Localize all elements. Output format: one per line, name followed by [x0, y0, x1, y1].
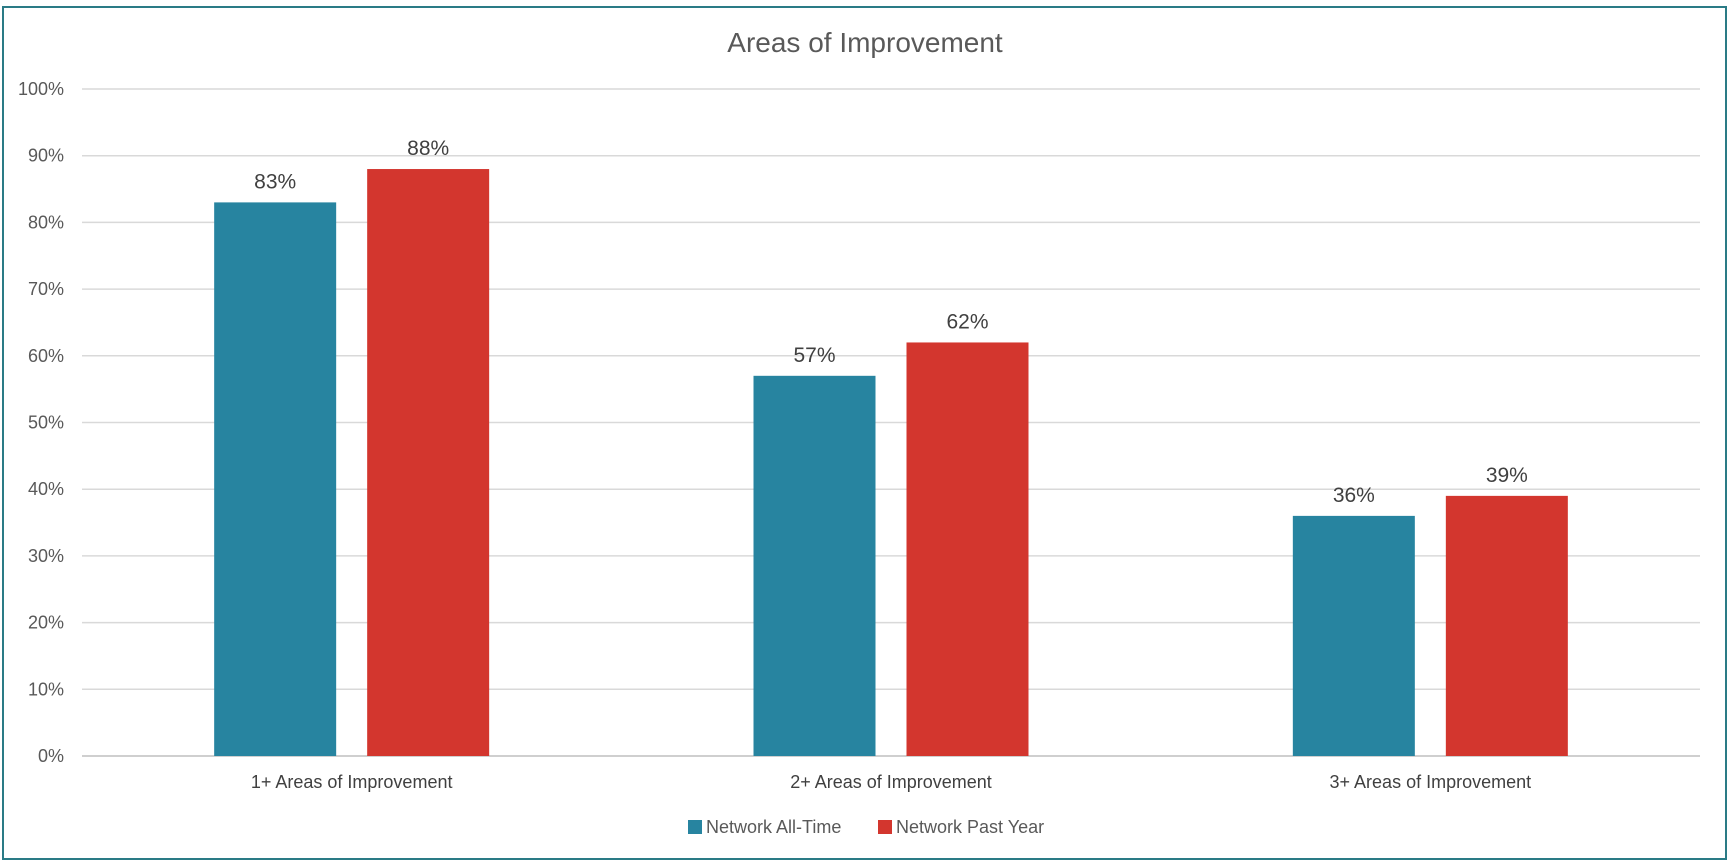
y-tick-label: 10%: [28, 679, 64, 699]
chart-title: Areas of Improvement: [727, 27, 1003, 58]
y-tick-label: 20%: [28, 613, 64, 633]
x-category-label: 2+ Areas of Improvement: [790, 772, 992, 792]
bar-network-past-year: [1445, 495, 1568, 756]
legend-label: Network Past Year: [896, 817, 1044, 837]
data-labels: 83% 88% 57% 62% 36% 39%: [254, 137, 1528, 507]
gridlines: [82, 88, 1700, 757]
y-axis-ticks: 0% 10% 20% 30% 40% 50% 60% 70% 80% 90% 100%: [18, 79, 64, 766]
legend-label: Network All-Time: [706, 817, 841, 837]
y-tick-label: 90%: [28, 146, 64, 166]
bar-network-all-time: [1292, 515, 1415, 756]
bar-network-past-year: [906, 342, 1029, 756]
x-category-label: 3+ Areas of Improvement: [1330, 772, 1532, 792]
bar-network-past-year: [367, 169, 490, 757]
y-tick-label: 30%: [28, 546, 64, 566]
x-category-label: 1+ Areas of Improvement: [251, 772, 453, 792]
data-label: 83%: [254, 170, 296, 193]
bars: [214, 169, 1568, 757]
y-tick-label: 70%: [28, 279, 64, 299]
data-label: 36%: [1333, 484, 1375, 507]
y-tick-label: 60%: [28, 346, 64, 366]
y-tick-label: 40%: [28, 479, 64, 499]
y-tick-label: 80%: [28, 212, 64, 232]
y-tick-label: 50%: [28, 413, 64, 433]
y-tick-label: 0%: [38, 746, 64, 766]
data-label: 88%: [407, 137, 449, 160]
x-axis-categories: 1+ Areas of Improvement 2+ Areas of Impro…: [251, 772, 1531, 792]
bar-network-all-time: [214, 202, 337, 756]
y-tick-label: 100%: [18, 79, 64, 99]
legend: Network All-Time Network Past Year: [688, 817, 1044, 837]
bar-network-all-time: [753, 375, 876, 756]
legend-swatch: [878, 820, 892, 834]
data-label: 57%: [793, 344, 835, 367]
data-label: 62%: [946, 310, 988, 333]
data-label: 39%: [1486, 464, 1528, 487]
legend-swatch: [688, 820, 702, 834]
